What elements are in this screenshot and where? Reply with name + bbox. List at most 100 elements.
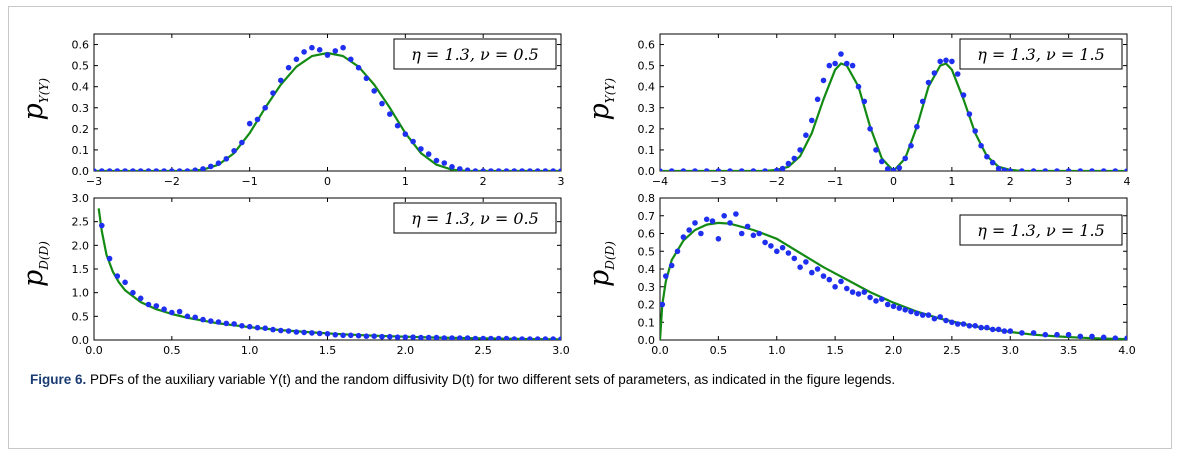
y-axis-label: pY(Y)	[584, 78, 617, 121]
data-point	[106, 255, 113, 262]
data-point	[254, 324, 261, 331]
y-tick-label: 1.0	[72, 287, 90, 300]
data-point	[184, 313, 191, 320]
data-point	[371, 333, 378, 340]
data-point	[145, 301, 152, 308]
data-point	[809, 117, 815, 124]
data-point	[855, 83, 862, 90]
y-tick-label: 0.6	[638, 228, 656, 241]
data-point	[293, 329, 300, 335]
data-point	[820, 77, 827, 84]
data-point	[387, 333, 393, 340]
y-tick-label: 3.0	[72, 192, 90, 205]
data-point	[703, 216, 710, 223]
data-point	[902, 155, 908, 162]
data-point	[192, 314, 198, 321]
data-point	[954, 71, 961, 77]
figure-charts: −3 −2 −1 0 1 2 30.00.10.20.30.40.50.6pY(Y)η = …	[18, 33, 1136, 357]
data-point	[1065, 331, 1072, 338]
y-tick-label: 0.0	[72, 334, 90, 347]
y-tick-label: 0.5	[72, 60, 90, 73]
data-point	[674, 248, 681, 255]
data-point	[972, 323, 978, 329]
data-point	[176, 308, 183, 315]
data-point	[820, 273, 827, 279]
data-point	[114, 168, 121, 171]
plot-marks	[660, 211, 1127, 340]
data-point	[425, 151, 432, 157]
data-point	[814, 266, 821, 272]
data-point	[949, 58, 955, 65]
y-tick-label: 0.1	[638, 144, 656, 157]
data-point	[703, 168, 710, 171]
x-tick-label: −2	[769, 175, 785, 188]
data-point	[1001, 328, 1008, 334]
data-point	[215, 319, 222, 325]
data-point	[542, 168, 549, 171]
data-point	[239, 323, 245, 329]
data-point	[200, 316, 206, 323]
x-tick-label: 1	[402, 175, 409, 188]
data-point	[231, 321, 237, 327]
y-tick-label: 0.1	[72, 144, 90, 157]
x-tick-label: 0.5	[163, 344, 181, 357]
data-point	[309, 44, 315, 51]
y-tick-label: 0.4	[638, 263, 656, 276]
data-point	[984, 324, 990, 331]
data-point	[239, 139, 245, 146]
data-point	[925, 79, 932, 86]
data-point	[332, 332, 339, 338]
data-point	[246, 120, 253, 127]
data-point	[363, 75, 370, 82]
data-point	[503, 168, 510, 171]
data-point	[943, 317, 949, 324]
data-point	[879, 158, 885, 165]
data-point	[262, 325, 269, 332]
data-point	[94, 168, 97, 171]
data-point	[698, 230, 704, 237]
legend-box	[393, 38, 557, 70]
data-point	[223, 156, 230, 162]
x-tick-label: 2	[480, 175, 487, 188]
data-point	[849, 289, 856, 295]
legend-box	[959, 214, 1123, 246]
data-point	[278, 77, 284, 84]
data-point	[208, 163, 214, 170]
data-point	[161, 306, 167, 313]
legend-label: η = 1.3, ν = 0.5	[411, 45, 539, 64]
y-tick-label: 0.0	[72, 165, 90, 178]
y-tick-label: 0.3	[638, 281, 656, 294]
data-point	[316, 47, 323, 53]
y-tick-label: 0.3	[638, 102, 656, 115]
data-point	[832, 284, 838, 290]
data-point	[668, 168, 675, 171]
x-tick-label: 1.0	[241, 344, 259, 357]
data-point	[715, 236, 722, 242]
fit-curve	[660, 62, 1127, 171]
y-axis-label-sub: D(D)	[603, 241, 617, 271]
data-point	[785, 160, 792, 167]
data-point	[1077, 333, 1084, 340]
data-point	[937, 314, 943, 320]
data-point	[1042, 168, 1049, 171]
data-point	[791, 155, 798, 162]
data-point	[340, 44, 346, 51]
data-point	[844, 60, 850, 67]
data-point	[511, 168, 518, 171]
data-point	[425, 334, 432, 340]
data-point	[966, 323, 973, 329]
data-point	[270, 326, 276, 333]
x-tick-label: 3	[1065, 175, 1072, 188]
y-axis-label-main: p	[18, 103, 49, 120]
data-point	[550, 336, 556, 340]
data-point	[937, 58, 943, 65]
data-point	[542, 336, 549, 340]
data-point	[348, 56, 354, 63]
data-point	[838, 51, 844, 57]
data-point	[223, 320, 230, 327]
data-point	[488, 335, 494, 340]
data-point	[738, 168, 745, 171]
data-point	[410, 334, 416, 340]
data-point	[99, 222, 105, 229]
data-point	[814, 96, 821, 103]
